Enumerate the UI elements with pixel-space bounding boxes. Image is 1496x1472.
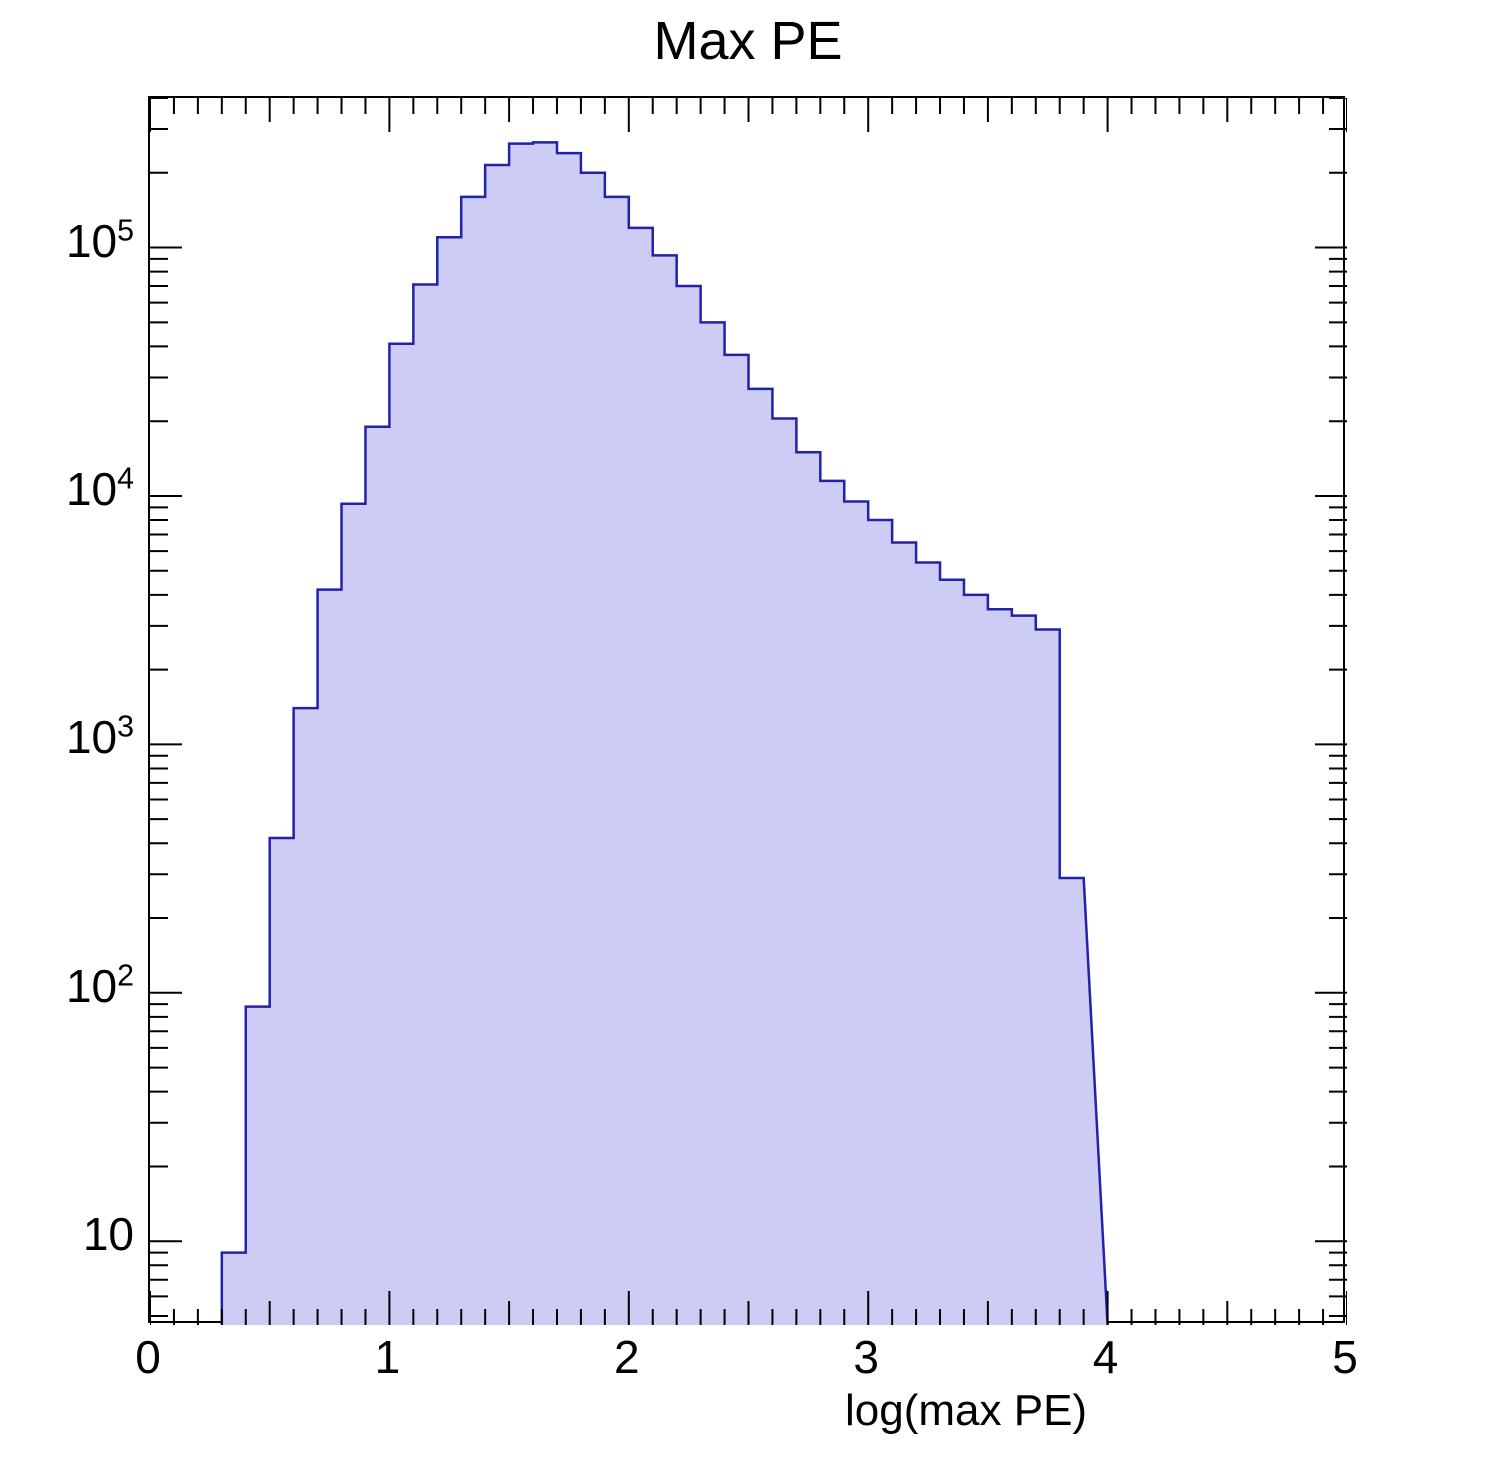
y-tick-label: 10 [82, 1208, 134, 1261]
x-tick-label: 3 [853, 1331, 879, 1383]
page-title: Max PE [653, 11, 843, 71]
x-tick-label: 2 [614, 1331, 640, 1383]
x-tick-label: 0 [135, 1331, 161, 1383]
y-tick-label: 102 [65, 959, 134, 1012]
plot-frame [148, 96, 1347, 1325]
x-axis-ticks [150, 98, 1347, 1325]
x-axis-label: log(max PE) [845, 1386, 1088, 1435]
histogram-outline [220, 141, 1109, 1325]
y-axis-ticks [150, 98, 1347, 1318]
y-tick-label: 103 [65, 711, 134, 764]
x-tick-label: 1 [374, 1331, 401, 1383]
y-tick-label: 104 [65, 462, 134, 515]
x-tick-label: 5 [1332, 1331, 1358, 1383]
x-tick-label: 4 [1092, 1331, 1119, 1383]
histogram-fill [221, 142, 1108, 1325]
histogram-series [150, 98, 1347, 1325]
y-tick-label: 105 [65, 214, 134, 267]
